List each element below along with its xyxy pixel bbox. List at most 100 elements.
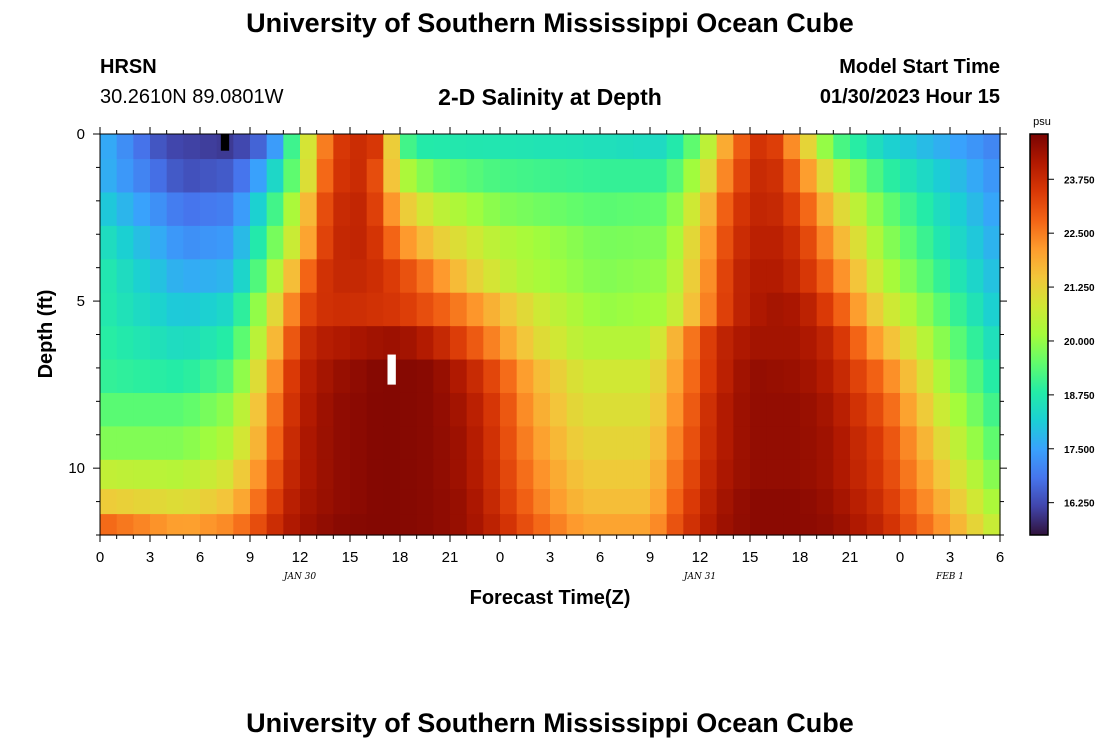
heatmap-cell: [866, 326, 884, 361]
heatmap-cell: [516, 192, 534, 227]
heatmap-cell: [850, 225, 868, 260]
heatmap-cell: [933, 392, 951, 427]
heatmap-cell: [983, 326, 1001, 361]
heatmap-cell: [200, 225, 218, 260]
heatmap-cell: [816, 225, 834, 260]
heatmap-cell: [533, 459, 551, 490]
heatmap-cell: [516, 326, 534, 361]
heatmap-cell: [316, 514, 334, 536]
heatmap-cell: [500, 292, 518, 327]
heatmap-cell: [183, 159, 201, 194]
heatmap-cell: [783, 225, 801, 260]
heatmap-cell: [150, 514, 168, 536]
heatmap-cell: [666, 292, 684, 327]
heatmap-cell: [200, 326, 218, 361]
heatmap-cell: [800, 192, 818, 227]
heatmap-cell: [100, 359, 118, 394]
x-tick-label: 18: [792, 549, 809, 566]
heatmap-cell: [233, 359, 251, 394]
heatmap-cell: [100, 225, 118, 260]
heatmap-cell: [733, 459, 751, 490]
heatmap-cell: [566, 326, 584, 361]
heatmap-cell: [350, 292, 368, 327]
heatmap-cell: [333, 489, 351, 515]
heatmap-cell: [833, 459, 851, 490]
heatmap-cell: [866, 259, 884, 294]
heatmap-cell: [283, 326, 301, 361]
heatmap-cell: [416, 514, 434, 536]
heatmap-cell: [233, 426, 251, 461]
heatmap-cell: [716, 292, 734, 327]
heatmap-cell: [983, 359, 1001, 394]
heatmap-cell: [300, 459, 318, 490]
heatmap-cell: [716, 326, 734, 361]
heatmap-cell: [750, 514, 768, 536]
heatmap-cell: [416, 159, 434, 194]
heatmap-cell: [216, 514, 234, 536]
heatmap-cell: [966, 459, 984, 490]
heatmap-cell: [116, 292, 134, 327]
heatmap-cell: [100, 392, 118, 427]
heatmap-cell: [783, 489, 801, 515]
heatmap-cell: [550, 326, 568, 361]
heatmap-cell: [700, 359, 718, 394]
heatmap-cell: [183, 134, 201, 160]
heatmap-cell: [333, 259, 351, 294]
heatmap-cell: [583, 459, 601, 490]
heatmap-cell: [733, 225, 751, 260]
heatmap-cell: [933, 159, 951, 194]
heatmap-cell: [600, 134, 618, 160]
heatmap-cell: [316, 359, 334, 394]
heatmap-cell: [416, 292, 434, 327]
heatmap-cell: [233, 134, 251, 160]
heatmap-cell: [500, 489, 518, 515]
heatmap-cell: [183, 514, 201, 536]
heatmap-cell: [250, 259, 268, 294]
heatmap-cell: [450, 192, 468, 227]
heatmap-cell: [666, 134, 684, 160]
heatmap-cell: [283, 192, 301, 227]
heatmap-cell: [516, 225, 534, 260]
heatmap-cell: [716, 489, 734, 515]
heatmap-cell: [983, 225, 1001, 260]
heatmap-cell: [250, 326, 268, 361]
heatmap-cell: [900, 134, 918, 160]
heatmap-cell: [816, 192, 834, 227]
heatmap-cell: [233, 225, 251, 260]
heatmap-cell: [116, 134, 134, 160]
heatmap-cell: [366, 459, 384, 490]
heatmap-cell: [783, 134, 801, 160]
heatmap-cell: [400, 392, 418, 427]
heatmap-cell: [266, 426, 284, 461]
x-tick-label: 12: [692, 549, 709, 566]
heatmap-cell: [366, 359, 384, 394]
heatmap-cell: [616, 259, 634, 294]
heatmap-cell: [166, 134, 184, 160]
heatmap-cell: [216, 159, 234, 194]
heatmap-cell: [283, 134, 301, 160]
heatmap-cell: [666, 225, 684, 260]
heatmap-cell: [316, 192, 334, 227]
heatmap-cell: [533, 326, 551, 361]
heatmap-cell: [133, 292, 151, 327]
heatmap-cell: [583, 159, 601, 194]
heatmap-cell: [866, 359, 884, 394]
heatmap-cell: [333, 392, 351, 427]
heatmap-cell: [566, 134, 584, 160]
heatmap-cell: [350, 326, 368, 361]
heatmap-cell: [150, 292, 168, 327]
heatmap-cell: [666, 489, 684, 515]
heatmap-cell: [250, 159, 268, 194]
heatmap-cell: [816, 292, 834, 327]
heatmap-cell: [633, 426, 651, 461]
heatmap-cell: [783, 392, 801, 427]
heatmap-cell: [166, 359, 184, 394]
heatmap-cell: [133, 192, 151, 227]
heatmap-cell: [866, 292, 884, 327]
heatmap-cell: [233, 159, 251, 194]
heatmap-cell: [333, 326, 351, 361]
heatmap-cell: [466, 359, 484, 394]
heatmap-cell: [600, 514, 618, 536]
heatmap-cell: [666, 259, 684, 294]
heatmap-cell: [616, 359, 634, 394]
